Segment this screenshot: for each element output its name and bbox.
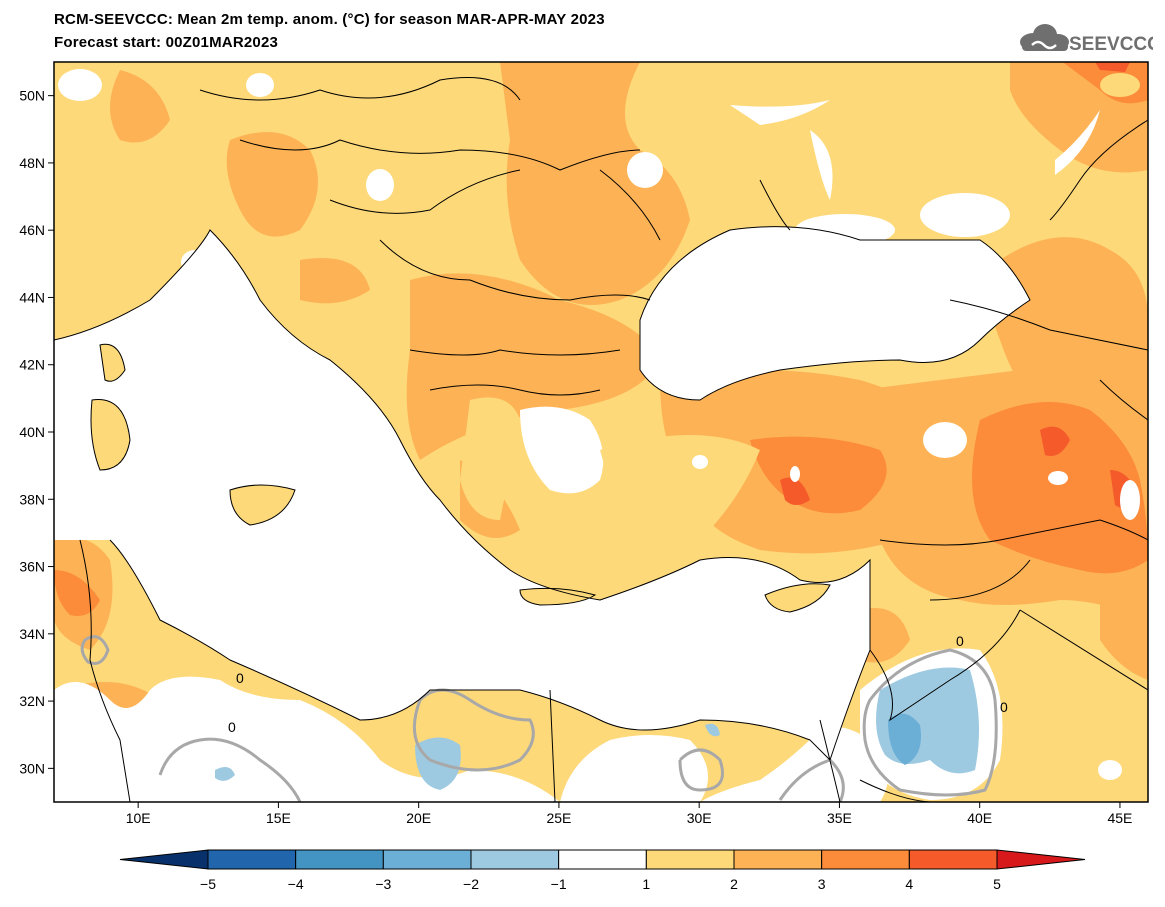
- lat-tick-label: 44N: [19, 289, 45, 305]
- lat-tick-label: 30N: [19, 760, 45, 776]
- colorbar-tick-label: 5: [993, 876, 1001, 892]
- forecast-start-label: Forecast start: 00Z01MAR2023: [54, 34, 279, 51]
- seevccc-logo: SEEVCCC: [1020, 24, 1153, 55]
- colorbar-box: [558, 849, 647, 870]
- lat-tick-label: 36N: [19, 559, 45, 575]
- colorbar-box: [470, 849, 560, 870]
- lon-tick-label: 30E: [687, 810, 712, 826]
- colorbar-tick-label: 3: [818, 876, 826, 892]
- lat-tick-label: 40N: [19, 424, 45, 440]
- anomaly-minus-2-3-regions: [888, 713, 921, 765]
- colorbar-box: [908, 849, 998, 870]
- colorbar-box: [645, 849, 735, 870]
- lon-tick-label: 45E: [1107, 810, 1132, 826]
- colorbar-box: [295, 849, 384, 870]
- contour-label: 0: [228, 719, 236, 735]
- colorbar-tick-label: −5: [200, 876, 216, 892]
- colorbar-tick-label: −2: [463, 876, 479, 892]
- colorbar-low-extension: [119, 849, 209, 870]
- colorbar-box: [821, 849, 910, 870]
- colorbar-tick-label: −1: [551, 876, 567, 892]
- lon-tick-label: 25E: [546, 810, 571, 826]
- anomaly-3-4-regions: [54, 62, 1148, 616]
- contour-labels: 0 0 0 0: [228, 633, 1008, 735]
- lon-tick-label: 15E: [266, 810, 291, 826]
- colorbar-high-extension: [996, 849, 1086, 870]
- colorbar-tick-label: 2: [730, 876, 738, 892]
- contour-label: 0: [236, 670, 244, 686]
- latitude-axis: 50N 48N 46N 44N 42N 40N 38N 36N 34N 32N 30N: [19, 88, 54, 776]
- colorbar-box: [733, 849, 823, 870]
- lat-tick-label: 48N: [19, 155, 45, 171]
- island-fills: [91, 344, 830, 612]
- lat-tick-label: 34N: [19, 626, 45, 642]
- colorbar-tick-label: −3: [375, 876, 391, 892]
- colorbar-tick-label: −4: [288, 876, 304, 892]
- sea-areas: [54, 226, 1030, 760]
- longitude-axis: 10E 15E 20E 25E 30E 35E 40E 45E: [126, 802, 1132, 826]
- lon-tick-label: 35E: [827, 810, 852, 826]
- coastlines-borders: [54, 77, 1148, 802]
- map-field: 0 0 0 0: [54, 62, 1148, 802]
- contour-label: 0: [1000, 699, 1008, 715]
- colorbar-tick-label: 4: [905, 876, 913, 892]
- map-title: RCM-SEEVCCC: Mean 2m temp. anom. (°C) fo…: [54, 11, 605, 28]
- lat-tick-label: 38N: [19, 491, 45, 507]
- contour-label: 0: [956, 633, 964, 649]
- lon-tick-label: 40E: [967, 810, 992, 826]
- lat-tick-label: 42N: [19, 357, 45, 373]
- colorbar-tick-label: 1: [642, 876, 650, 892]
- lat-tick-label: 46N: [19, 222, 45, 238]
- colorbar-box: [207, 849, 297, 870]
- lat-tick-label: 32N: [19, 693, 45, 709]
- colorbar-box: [382, 849, 472, 870]
- logo-text: SEEVCCC: [1069, 34, 1153, 55]
- lon-tick-label: 10E: [126, 810, 151, 826]
- lat-tick-label: 50N: [19, 88, 45, 104]
- lon-tick-label: 20E: [406, 810, 431, 826]
